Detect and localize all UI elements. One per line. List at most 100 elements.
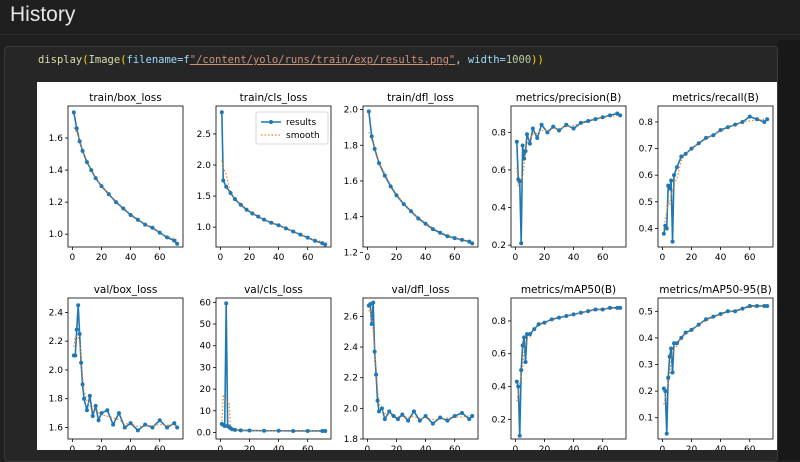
- x-tick-label: 20: [391, 253, 403, 263]
- x-tick-label: 40: [420, 253, 432, 263]
- data-point: [305, 428, 310, 433]
- data-point: [269, 220, 274, 225]
- smooth-line: [663, 118, 768, 230]
- y-tick-label: 30: [200, 363, 212, 373]
- data-point: [618, 113, 623, 118]
- data-point: [578, 120, 583, 125]
- data-point: [663, 389, 668, 394]
- data-point: [520, 343, 525, 348]
- data-point: [77, 331, 82, 336]
- data-point: [578, 310, 583, 315]
- results-line: [516, 112, 621, 244]
- data-point: [718, 311, 723, 316]
- y-tick-label: 2.0: [49, 366, 64, 376]
- data-point: [99, 184, 104, 189]
- right-scroll-gutter[interactable]: [778, 40, 800, 460]
- data-point: [89, 168, 94, 173]
- data-point: [382, 417, 387, 422]
- y-tick-label: 2.2: [49, 337, 63, 347]
- data-point: [564, 314, 569, 319]
- data-point: [87, 393, 92, 398]
- chart-title: metrics/recall(B): [672, 92, 759, 104]
- smooth-line: [368, 307, 473, 421]
- chart-title: metrics/mAP50(B): [521, 284, 616, 296]
- data-point: [525, 332, 530, 337]
- data-point: [80, 382, 85, 387]
- data-point: [564, 122, 569, 127]
- data-point: [452, 414, 457, 419]
- data-point: [175, 425, 180, 430]
- data-point: [571, 126, 576, 131]
- data-point: [607, 113, 612, 118]
- data-point: [250, 211, 255, 216]
- smooth-line: [73, 127, 178, 242]
- data-point: [82, 396, 87, 401]
- data-point: [74, 126, 79, 131]
- data-point: [417, 418, 422, 423]
- x-tick-label: 40: [125, 253, 137, 263]
- data-point: [423, 221, 428, 226]
- chart-title: train/dfl_loss: [387, 92, 454, 104]
- data-point: [143, 422, 148, 427]
- data-point: [372, 146, 377, 151]
- x-tick-label: 40: [568, 253, 580, 263]
- x-tick-label: 0: [217, 253, 223, 263]
- data-point: [527, 332, 532, 337]
- data-point: [545, 130, 550, 135]
- data-point: [615, 111, 620, 116]
- data-point: [527, 141, 532, 146]
- y-tick-label: 20: [200, 385, 212, 395]
- data-point: [704, 135, 709, 140]
- results-line: [368, 302, 473, 425]
- chart-frame: [67, 105, 184, 248]
- y-tick-label: 50: [200, 320, 212, 330]
- data-point: [128, 212, 133, 217]
- data-point: [391, 414, 396, 419]
- chart-title: train/cls_loss: [240, 92, 308, 104]
- y-tick-label: 0.2: [492, 415, 506, 425]
- data-point: [689, 146, 694, 151]
- data-point: [238, 428, 243, 433]
- data-point: [445, 234, 450, 239]
- data-point: [740, 306, 745, 311]
- smooth-line: [73, 335, 178, 428]
- data-point: [672, 173, 677, 178]
- y-tick-label: 0.7: [639, 145, 653, 155]
- chart-title: val/dfl_loss: [392, 284, 450, 296]
- data-point: [377, 409, 382, 414]
- data-point: [232, 427, 237, 432]
- x-tick-label: 20: [539, 253, 551, 263]
- data-point: [459, 410, 464, 415]
- data-point: [607, 305, 612, 310]
- data-point: [219, 110, 224, 115]
- code-line[interactable]: display(Image(filename=f"/content/yolo/r…: [38, 54, 544, 66]
- data-point: [276, 223, 281, 228]
- data-point: [172, 238, 177, 243]
- results-line: [73, 112, 178, 245]
- x-tick-label: 60: [449, 445, 461, 450]
- data-point: [549, 317, 554, 322]
- data-point: [76, 303, 81, 308]
- x-tick-label: 20: [244, 445, 256, 450]
- chart-frame: [657, 297, 774, 440]
- data-point: [143, 222, 148, 227]
- x-tick-label: 20: [539, 445, 551, 450]
- data-point: [669, 346, 674, 351]
- data-point: [452, 236, 457, 241]
- chart-frame: [510, 297, 627, 440]
- results-line: [73, 305, 178, 432]
- y-tick-label: 0.5: [639, 307, 653, 317]
- code-filename-string[interactable]: "/content/yolo/runs/train/exp/results.pn…: [189, 54, 456, 66]
- x-tick-label: 0: [659, 445, 665, 450]
- data-point: [664, 431, 669, 436]
- data-point: [519, 368, 524, 373]
- y-tick-label: 1.8: [344, 435, 359, 445]
- x-tick-label: 40: [273, 445, 285, 450]
- results-image: train/box_loss 0 20 40 60 1.0 1.2 1.4 1.6 train/c…: [37, 82, 777, 455]
- data-point: [116, 411, 121, 416]
- data-point: [323, 242, 328, 247]
- data-point: [400, 412, 405, 417]
- y-tick-label: 2.0: [344, 404, 359, 414]
- x-tick-label: 60: [744, 253, 756, 263]
- x-tick-label: 20: [686, 445, 698, 450]
